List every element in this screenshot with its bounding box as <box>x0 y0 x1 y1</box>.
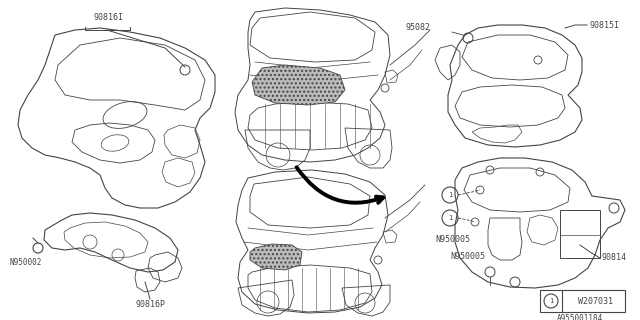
Text: 90816P: 90816P <box>135 300 165 309</box>
Text: 90815I: 90815I <box>590 20 620 29</box>
Text: W207031: W207031 <box>577 297 612 306</box>
Text: N950005: N950005 <box>435 235 470 244</box>
Bar <box>540 290 625 312</box>
Text: 95082: 95082 <box>405 23 430 33</box>
Text: 1: 1 <box>549 298 553 304</box>
Polygon shape <box>252 65 345 105</box>
Text: 1: 1 <box>448 192 452 198</box>
Text: 90816I: 90816I <box>93 13 123 22</box>
Text: 90814: 90814 <box>602 253 627 262</box>
Polygon shape <box>250 244 302 270</box>
Text: N950002: N950002 <box>10 258 42 267</box>
Text: N950005: N950005 <box>451 252 486 261</box>
Bar <box>560 210 600 258</box>
Text: 1: 1 <box>448 215 452 221</box>
Text: A955001184: A955001184 <box>557 314 603 320</box>
